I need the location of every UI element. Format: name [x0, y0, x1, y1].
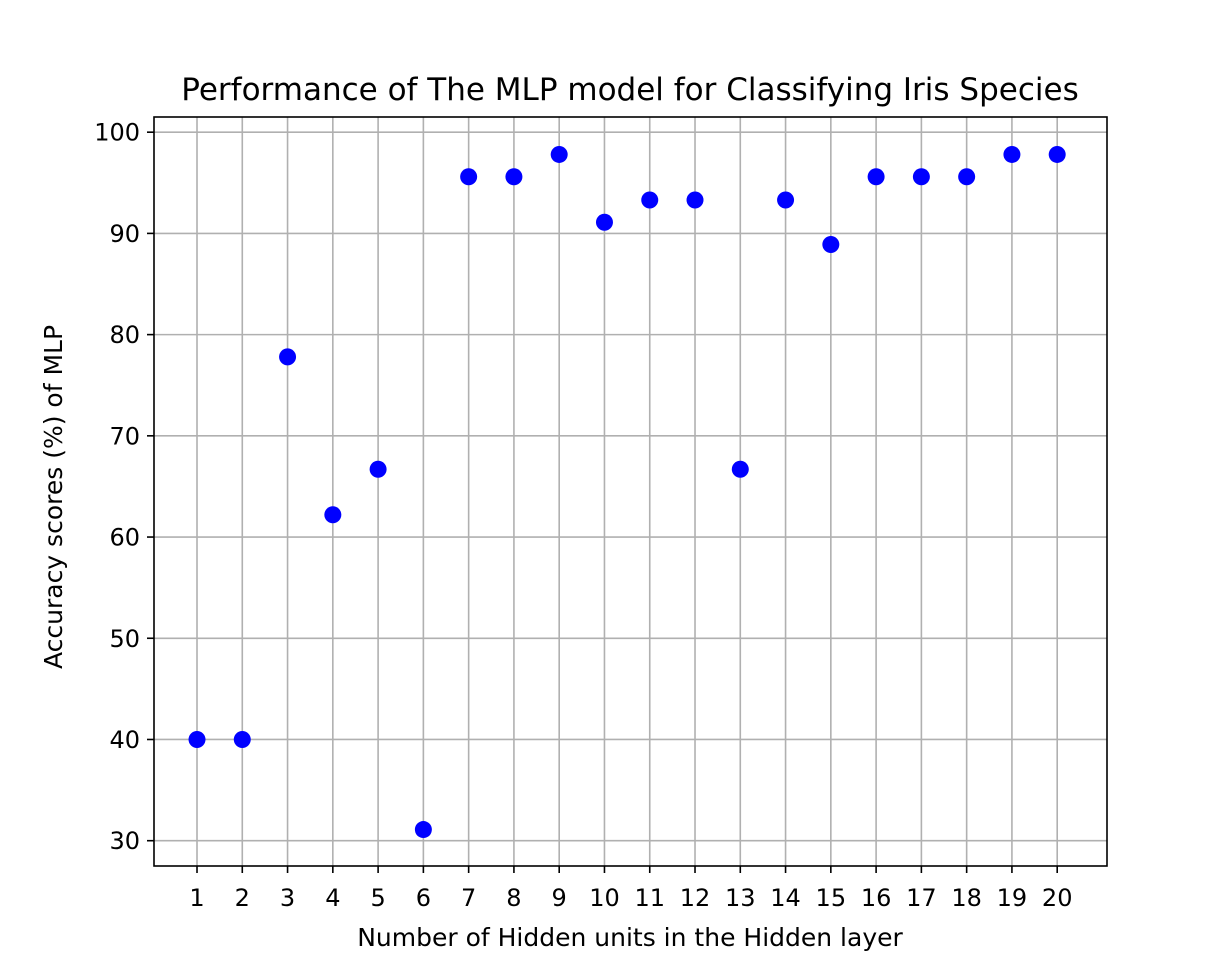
grid	[154, 117, 1107, 866]
x-tick-label: 18	[951, 884, 982, 912]
x-tick-label: 2	[235, 884, 250, 912]
data-point	[369, 460, 387, 478]
x-tick-label: 12	[680, 884, 711, 912]
x-tick-label: 10	[589, 884, 620, 912]
data-point	[777, 191, 795, 209]
x-tick-label: 3	[280, 884, 295, 912]
x-tick-label: 9	[552, 884, 567, 912]
data-point	[279, 348, 297, 366]
x-axis-title: Number of Hidden units in the Hidden lay…	[357, 923, 903, 952]
x-axis: 1 2 3 4 5 6 7 8 9 10 11 12 13 14 15 16 17 18 19 20	[189, 866, 1072, 912]
x-tick-label: 20	[1042, 884, 1073, 912]
x-tick-label: 17	[906, 884, 937, 912]
y-tick-label: 40	[109, 726, 140, 754]
data-point	[1003, 145, 1021, 163]
data-point	[822, 236, 840, 254]
data-point	[731, 460, 749, 478]
data-point	[912, 168, 930, 186]
data-point	[686, 191, 704, 209]
data-point	[958, 168, 976, 186]
x-tick-label: 14	[770, 884, 801, 912]
data-point	[550, 145, 568, 163]
data-point	[188, 730, 206, 748]
x-tick-label: 5	[370, 884, 385, 912]
x-tick-label: 15	[816, 884, 847, 912]
data-point	[324, 506, 342, 524]
y-tick-label: 70	[109, 422, 140, 450]
y-axis: 30 40 50 60 70 80 90 100	[94, 119, 154, 855]
chart-title: Performance of The MLP model for Classif…	[181, 72, 1078, 108]
data-point	[641, 191, 659, 209]
x-tick-label: 8	[506, 884, 521, 912]
y-tick-label: 100	[94, 119, 140, 147]
plot-frame	[153, 116, 1108, 867]
y-tick-label: 60	[109, 524, 140, 552]
x-tick-label: 1	[189, 884, 204, 912]
data-point	[1048, 145, 1066, 163]
y-tick-label: 30	[109, 827, 140, 855]
x-tick-label: 19	[997, 884, 1028, 912]
x-tick-label: 13	[725, 884, 756, 912]
x-tick-label: 7	[461, 884, 476, 912]
data-point	[233, 730, 251, 748]
x-tick-label: 11	[634, 884, 665, 912]
data-point	[414, 821, 432, 839]
y-tick-label: 80	[109, 321, 140, 349]
data-point	[867, 168, 885, 186]
x-tick-label: 6	[416, 884, 431, 912]
x-tick-label: 4	[325, 884, 340, 912]
y-tick-label: 50	[109, 625, 140, 653]
data-point	[460, 168, 478, 186]
data-points	[188, 145, 1066, 839]
y-tick-label: 90	[109, 220, 140, 248]
y-axis-title: Accuracy scores (%) of MLP	[39, 325, 68, 669]
data-point	[505, 168, 523, 186]
data-point	[595, 213, 613, 231]
x-tick-label: 16	[861, 884, 892, 912]
